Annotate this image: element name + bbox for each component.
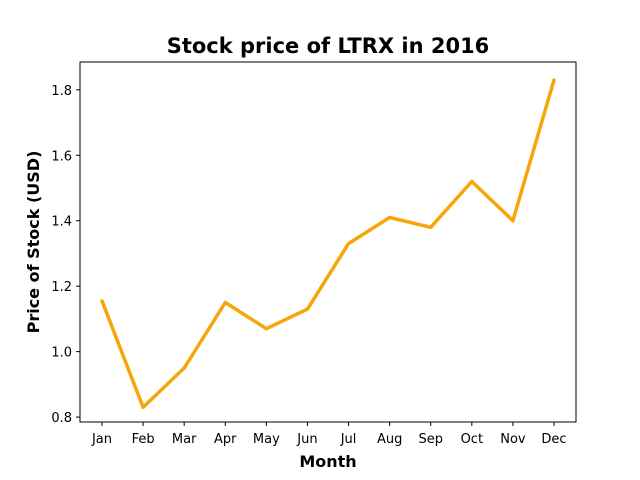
- y-axis: 0.8 1.0 1.2 1.4 1.6 1.8: [51, 84, 80, 426]
- x-tick-label: Sep: [418, 432, 443, 447]
- data-point: [552, 78, 556, 82]
- x-axis: Jan Feb Mar Apr May Jun Jul Aug Sep Oct Nov Dec: [91, 422, 567, 447]
- data-point: [264, 327, 269, 331]
- x-tick-label: Jul: [340, 432, 357, 447]
- x-tick-label: May: [253, 432, 280, 447]
- data-point: [511, 219, 515, 223]
- x-tick-label: Oct: [461, 432, 483, 447]
- data-point: [387, 215, 392, 220]
- y-tick-label: 1.2: [51, 280, 72, 295]
- data-point: [305, 307, 310, 311]
- x-tick-label: Feb: [132, 432, 155, 447]
- x-tick-label: Aug: [377, 432, 402, 447]
- data-point: [182, 366, 186, 370]
- data-point: [470, 179, 474, 184]
- y-tick-label: 1.0: [51, 346, 72, 361]
- data-point: [429, 225, 433, 229]
- y-axis-label: Price of Stock (USD): [24, 151, 43, 334]
- data-point: [100, 299, 104, 303]
- y-tick-label: 1.6: [51, 149, 72, 164]
- y-tick-label: 0.8: [51, 411, 72, 426]
- y-tick-label: 1.8: [51, 84, 72, 99]
- data-point: [141, 405, 145, 409]
- series-line: [100, 79, 556, 410]
- x-tick-label: Jun: [296, 432, 317, 447]
- plot-area: [79, 61, 577, 423]
- x-tick-label: Dec: [541, 432, 566, 447]
- data-point: [223, 300, 227, 305]
- x-tick-label: Apr: [214, 432, 237, 447]
- x-axis-label: Month: [299, 452, 356, 471]
- y-tick-label: 1.4: [51, 215, 72, 230]
- data-point: [346, 241, 351, 246]
- chart-title: Stock price of LTRX in 2016: [167, 34, 490, 58]
- x-tick-label: Mar: [172, 432, 197, 447]
- x-tick-label: Jan: [91, 432, 112, 447]
- x-tick-label: Nov: [500, 432, 526, 447]
- series-layer: [100, 78, 556, 410]
